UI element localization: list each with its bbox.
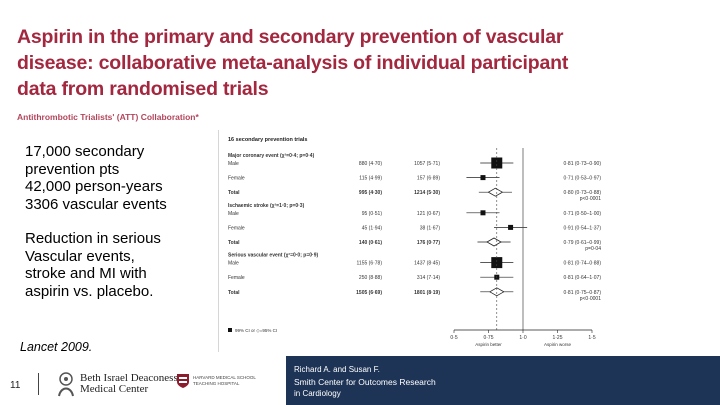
summary-line: 3306 vascular events <box>25 195 167 213</box>
harvard-text-line: TEACHING HOSPITAL <box>193 381 240 386</box>
forest-favour-left: Aspirin better <box>475 342 502 347</box>
paper-title-line: Aspirin in the primary and secondary pre… <box>17 26 564 48</box>
forest-control-value: 157 (6·89) <box>417 176 440 182</box>
summary-line: Reduction in serious <box>25 230 161 247</box>
forest-plot: 16 secondary prevention trials Major cor… <box>218 130 601 352</box>
forest-ratio-value: 0·81 (0·74–0·88) <box>563 261 601 267</box>
forest-ratio-value: 0·71 (0·53–0·97) <box>563 176 601 182</box>
paper-title-line: disease: collaborative meta-analysis of … <box>17 52 569 74</box>
forest-legend-text: 99% CI or ◇=95% CI <box>235 328 277 333</box>
forest-treated-value: 45 (1·94) <box>362 225 383 231</box>
forest-row-label: Total <box>228 190 240 196</box>
paper-title-line: data from randomised trials <box>17 78 269 100</box>
forest-row-label: Male <box>228 211 239 217</box>
summary-line: aspirin vs. placebo. <box>25 282 154 300</box>
forest-row-label: Female <box>228 225 245 231</box>
smith-line: in Cardiology <box>294 389 341 398</box>
forest-favour-right: Aspirin worse <box>544 342 572 347</box>
forest-ratio-value: 0·81 (0·64–1·07) <box>563 275 601 281</box>
bidmc-name-line: Medical Center <box>80 383 149 395</box>
summary-line: prevention pts <box>25 160 120 178</box>
forest-tick-label: 0·75 <box>483 335 493 341</box>
bidmc-name-line: Beth Israel Deaconess <box>80 372 178 384</box>
forest-p-value: p=0·04 <box>585 246 601 252</box>
forest-point <box>491 157 503 169</box>
forest-control-value: 1801 (8·19) <box>414 290 440 296</box>
paper-authors: Antithrombotic Trialists' (ATT) Collabor… <box>17 112 199 122</box>
forest-point <box>480 175 486 181</box>
forest-point <box>480 210 486 216</box>
forest-row-label: Male <box>228 261 239 267</box>
forest-tick-label: 1·5 <box>588 335 595 341</box>
forest-ratio-value: 0·91 (0·54–1·37) <box>563 225 601 231</box>
forest-total-diamond <box>486 237 502 247</box>
forest-total-diamond <box>488 287 505 297</box>
smith-line: Richard A. and Susan F. <box>294 365 380 374</box>
forest-group-label: Major coronary event (χ²=0·4; p=0·4) <box>228 153 315 159</box>
summary-line: 42,000 person-years <box>25 178 163 195</box>
forest-tick-label: 1·0 <box>519 335 526 341</box>
forest-control-value: 121 (0·67) <box>417 211 440 217</box>
summary-text: 17,000 secondary prevention pts 42,000 p… <box>25 143 225 300</box>
forest-treated-value: 140 (0·61) <box>359 240 382 246</box>
footer-divider <box>38 373 39 395</box>
forest-point <box>491 257 503 269</box>
forest-ratio-value: 0·71 (0·50–1·00) <box>563 211 601 217</box>
forest-ratio-value: 0·80 (0·73–0·88) <box>563 190 601 196</box>
forest-treated-value: 95 (0·51) <box>362 211 383 217</box>
forest-treated-value: 115 (4·99) <box>359 176 382 182</box>
summary-line: 17,000 secondary <box>25 143 145 160</box>
forest-row-label: Female <box>228 176 245 182</box>
forest-treated-value: 995 (4·30) <box>359 190 382 196</box>
forest-row-label: Total <box>228 290 240 296</box>
smith-line: Smith Center for Outcomes Research <box>294 377 436 387</box>
forest-p-value: p<0·0001 <box>580 296 601 302</box>
forest-point <box>508 224 514 230</box>
forest-group-label: Serious vascular event (χ²=0·0; p=0·9) <box>228 253 318 259</box>
forest-treated-value: 250 (8·88) <box>359 275 382 281</box>
summary-line: Vascular events, <box>25 247 135 265</box>
forest-row-label: Total <box>228 240 240 246</box>
forest-tick-label: 1·25 <box>552 335 562 341</box>
forest-treated-value: 1505 (6·69) <box>356 290 382 296</box>
forest-control-value: 176 (0·77) <box>417 240 440 246</box>
harvard-text-line: HARVARD MEDICAL SCHOOL <box>193 375 256 380</box>
forest-header: 16 secondary prevention trials <box>228 137 307 143</box>
paper-title: Aspirin in the primary and secondary pre… <box>17 24 577 102</box>
forest-control-value: 314 (7·14) <box>417 275 440 281</box>
summary-line: stroke and MI with <box>25 265 147 282</box>
forest-ratio-value: 0·79 (0·61–0·99) <box>563 240 601 246</box>
forest-group-label: Ischaemic stroke (χ²=1·0; p=0·3) <box>228 203 305 209</box>
forest-control-value: 1214 (5·30) <box>414 190 440 196</box>
slide-number: 11 <box>10 380 21 391</box>
forest-row-label: Female <box>228 275 245 281</box>
citation: Lancet 2009. <box>20 340 93 354</box>
forest-total-diamond <box>487 187 504 197</box>
smith-center-text: Richard A. and Susan F. Smith Center for… <box>294 364 436 400</box>
forest-tick-label: 0·5 <box>450 335 457 341</box>
forest-ratio-value: 0·81 (0·75–0·87) <box>563 290 601 296</box>
forest-treated-value: 1155 (6·78) <box>357 261 383 267</box>
bidmc-logo-icon <box>58 372 74 397</box>
bidmc-name: Beth Israel Deaconess Medical Center <box>80 373 178 395</box>
forest-row-label: Male <box>228 161 239 167</box>
forest-legend-square <box>228 328 232 332</box>
harvard-text: HARVARD MEDICAL SCHOOL TEACHING HOSPITAL <box>193 375 256 387</box>
forest-p-value: p<0·0001 <box>580 196 601 202</box>
forest-control-value: 38 (1·67) <box>420 225 441 231</box>
forest-treated-value: 880 (4·70) <box>359 161 382 167</box>
forest-control-value: 1057 (5·71) <box>414 161 440 167</box>
smith-center-banner <box>286 356 720 405</box>
forest-ratio-value: 0·81 (0·73–0·90) <box>563 161 601 167</box>
harvard-shield-icon <box>177 374 189 388</box>
forest-control-value: 1437 (8·45) <box>414 261 440 267</box>
